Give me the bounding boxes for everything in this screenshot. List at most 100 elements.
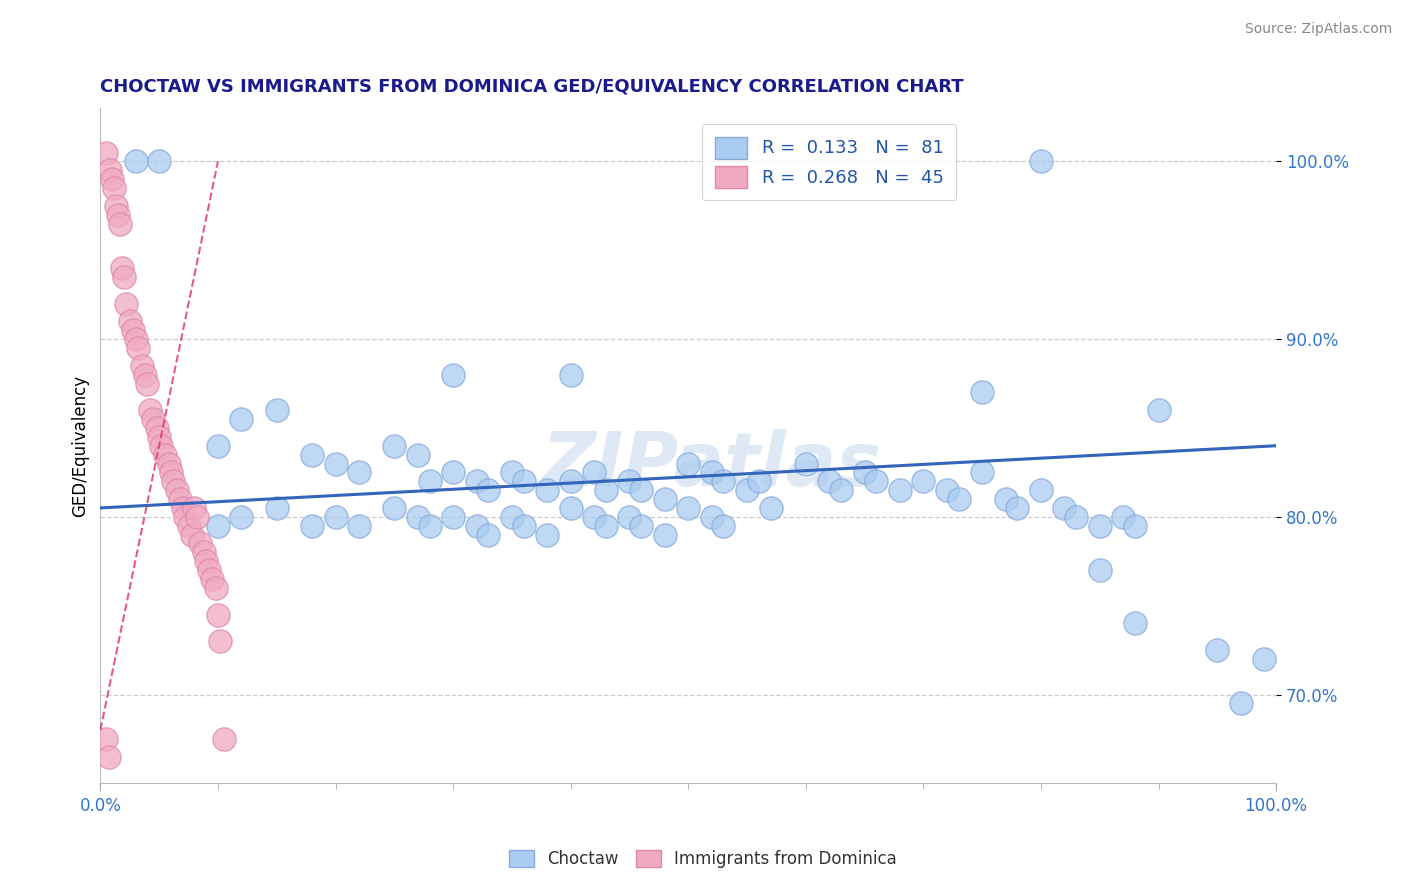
Point xyxy=(735,483,758,498)
Text: ZIPatlas: ZIPatlas xyxy=(541,429,882,502)
Point xyxy=(169,491,191,506)
Point xyxy=(630,483,652,498)
Point xyxy=(157,457,180,471)
Point xyxy=(935,483,957,498)
Point xyxy=(122,323,145,337)
Point xyxy=(1123,616,1146,631)
Point xyxy=(676,457,699,471)
Point xyxy=(748,475,770,489)
Point xyxy=(201,572,224,586)
Point xyxy=(1147,403,1170,417)
Point xyxy=(347,466,370,480)
Point xyxy=(948,491,970,506)
Point xyxy=(1230,697,1253,711)
Point xyxy=(118,314,141,328)
Point xyxy=(195,554,218,568)
Point xyxy=(266,403,288,417)
Point xyxy=(595,518,617,533)
Point xyxy=(477,483,499,498)
Point xyxy=(441,368,464,382)
Point xyxy=(207,607,229,622)
Point xyxy=(124,154,146,169)
Point xyxy=(501,466,523,480)
Point xyxy=(853,466,876,480)
Y-axis label: GED/Equivalency: GED/Equivalency xyxy=(72,375,89,516)
Point xyxy=(619,509,641,524)
Point xyxy=(560,368,582,382)
Point xyxy=(912,475,935,489)
Point xyxy=(1029,483,1052,498)
Point xyxy=(136,376,159,391)
Point xyxy=(972,385,994,400)
Point xyxy=(188,536,211,550)
Point xyxy=(1007,500,1029,515)
Point xyxy=(181,527,204,541)
Point xyxy=(536,527,558,541)
Point xyxy=(759,500,782,515)
Point xyxy=(700,509,723,524)
Point xyxy=(560,475,582,489)
Point xyxy=(98,163,121,178)
Point xyxy=(207,439,229,453)
Point xyxy=(183,500,205,515)
Point xyxy=(465,475,488,489)
Point xyxy=(301,518,323,533)
Point xyxy=(96,145,118,160)
Point xyxy=(406,448,429,462)
Point xyxy=(1064,509,1087,524)
Point xyxy=(172,500,194,515)
Point xyxy=(419,518,441,533)
Point xyxy=(382,500,405,515)
Point xyxy=(110,217,132,231)
Point xyxy=(110,260,132,275)
Point xyxy=(97,749,120,764)
Point xyxy=(197,563,219,577)
Point xyxy=(127,341,149,355)
Point xyxy=(325,457,347,471)
Point xyxy=(166,483,188,498)
Point xyxy=(1088,563,1111,577)
Point xyxy=(794,457,817,471)
Point xyxy=(150,439,173,453)
Point xyxy=(512,518,534,533)
Point xyxy=(830,483,852,498)
Point xyxy=(301,448,323,462)
Point xyxy=(193,545,215,559)
Point xyxy=(131,359,153,373)
Point xyxy=(501,509,523,524)
Point xyxy=(115,296,138,310)
Point xyxy=(96,731,118,746)
Point xyxy=(177,518,200,533)
Point xyxy=(124,332,146,346)
Point xyxy=(1029,154,1052,169)
Point xyxy=(477,527,499,541)
Point xyxy=(231,412,253,426)
Point xyxy=(865,475,887,489)
Point xyxy=(104,199,127,213)
Point xyxy=(713,475,735,489)
Legend: R =  0.133   N =  81, R =  0.268   N =  45: R = 0.133 N = 81, R = 0.268 N = 45 xyxy=(702,124,956,201)
Point xyxy=(406,509,429,524)
Point xyxy=(676,500,699,515)
Point xyxy=(1112,509,1135,524)
Point xyxy=(583,466,606,480)
Point xyxy=(818,475,841,489)
Point xyxy=(134,368,156,382)
Point xyxy=(560,500,582,515)
Legend: Choctaw, Immigrants from Dominica: Choctaw, Immigrants from Dominica xyxy=(502,843,904,875)
Point xyxy=(204,581,226,595)
Point xyxy=(654,491,676,506)
Point xyxy=(212,731,235,746)
Point xyxy=(512,475,534,489)
Point xyxy=(207,518,229,533)
Point xyxy=(103,181,125,195)
Point xyxy=(174,509,197,524)
Point xyxy=(148,430,170,444)
Point xyxy=(112,269,135,284)
Point xyxy=(146,421,169,435)
Point xyxy=(142,412,165,426)
Point xyxy=(583,509,606,524)
Point xyxy=(889,483,911,498)
Point xyxy=(266,500,288,515)
Point xyxy=(382,439,405,453)
